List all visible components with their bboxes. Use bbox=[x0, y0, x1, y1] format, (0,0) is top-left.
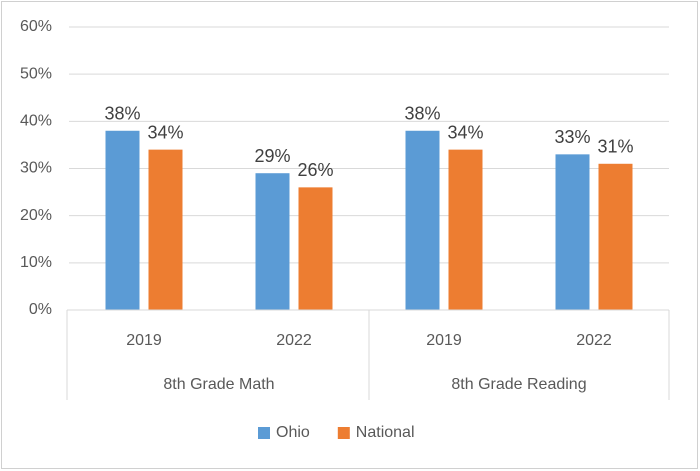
value-label: 34% bbox=[447, 122, 483, 142]
y-tick-label: 20% bbox=[20, 207, 52, 224]
legend-label: National bbox=[356, 424, 415, 441]
bar bbox=[148, 149, 183, 310]
x-tick-label: 2022 bbox=[576, 332, 612, 349]
x-tick-label: 2022 bbox=[276, 332, 312, 349]
bar bbox=[448, 149, 483, 310]
value-label: 33% bbox=[554, 127, 590, 147]
bar bbox=[555, 154, 590, 310]
y-tick-label: 40% bbox=[20, 113, 52, 130]
y-tick-label: 10% bbox=[20, 254, 52, 271]
y-tick-label: 60% bbox=[20, 18, 52, 35]
bar bbox=[298, 187, 333, 310]
value-label: 29% bbox=[254, 146, 290, 166]
legend-swatch bbox=[337, 427, 350, 439]
bar bbox=[255, 173, 290, 310]
y-tick-label: 0% bbox=[29, 301, 52, 318]
group-label: 8th Grade Reading bbox=[451, 376, 586, 393]
value-label: 38% bbox=[104, 104, 140, 124]
value-label: 26% bbox=[297, 160, 333, 180]
legend-label: Ohio bbox=[276, 424, 310, 441]
y-tick-label: 50% bbox=[20, 65, 52, 82]
group-label: 8th Grade Math bbox=[163, 376, 274, 393]
legend-swatch bbox=[258, 427, 270, 439]
value-label: 38% bbox=[404, 104, 440, 124]
value-label: 34% bbox=[147, 122, 183, 142]
x-tick-label: 2019 bbox=[126, 332, 162, 349]
y-tick-label: 30% bbox=[20, 160, 52, 177]
value-label: 31% bbox=[597, 137, 633, 157]
x-tick-label: 2019 bbox=[426, 332, 462, 349]
bar bbox=[105, 130, 140, 310]
bar bbox=[405, 130, 440, 310]
bar bbox=[598, 163, 633, 310]
